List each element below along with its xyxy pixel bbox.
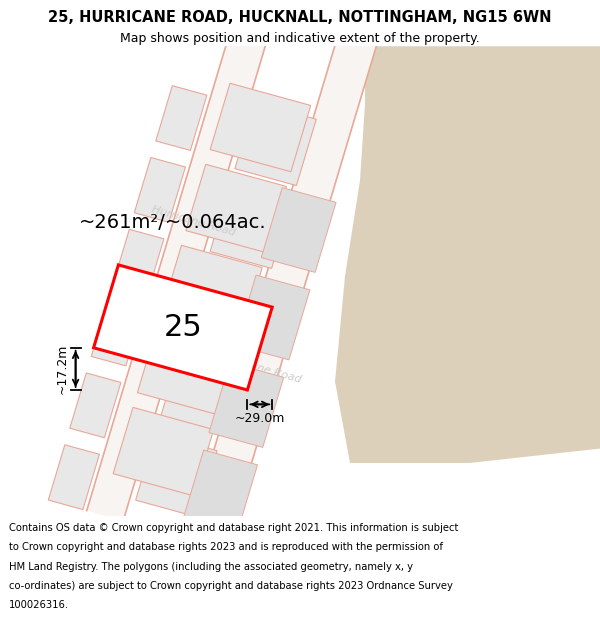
Text: ~17.2m: ~17.2m [56,344,68,394]
Polygon shape [210,185,292,268]
Text: 25: 25 [164,313,202,342]
Text: ~29.0m: ~29.0m [235,412,285,425]
Polygon shape [210,83,311,172]
Text: Map shows position and indicative extent of the property.: Map shows position and indicative extent… [120,32,480,46]
Polygon shape [134,158,185,222]
Text: Hurricane Road: Hurricane Road [216,351,302,385]
Polygon shape [70,373,121,438]
Text: 100026316.: 100026316. [9,600,69,610]
Polygon shape [183,450,257,535]
Polygon shape [48,445,100,509]
Polygon shape [186,164,286,252]
Polygon shape [136,434,217,517]
Polygon shape [209,362,284,448]
Polygon shape [196,0,410,521]
Polygon shape [156,86,207,151]
Polygon shape [160,351,242,434]
Polygon shape [87,0,299,521]
Text: to Crown copyright and database rights 2023 and is reproduced with the permissio: to Crown copyright and database rights 2… [9,542,443,552]
Polygon shape [235,275,310,360]
Text: HM Land Registry. The polygons (including the associated geometry, namely x, y: HM Land Registry. The polygons (includin… [9,561,413,571]
Polygon shape [91,301,142,366]
Polygon shape [94,265,272,390]
Text: co-ordinates) are subject to Crown copyright and database rights 2023 Ordnance S: co-ordinates) are subject to Crown copyr… [9,581,453,591]
Polygon shape [261,188,336,272]
Polygon shape [161,246,262,334]
Polygon shape [113,229,164,294]
Polygon shape [113,408,214,496]
Text: Hurricane Road: Hurricane Road [150,204,236,238]
Polygon shape [185,268,266,351]
Text: Contains OS data © Crown copyright and database right 2021. This information is : Contains OS data © Crown copyright and d… [9,523,458,533]
Polygon shape [137,326,238,415]
Polygon shape [335,46,600,463]
Polygon shape [235,102,316,186]
Text: ~261m²/~0.064ac.: ~261m²/~0.064ac. [79,213,267,232]
Text: 25, HURRICANE ROAD, HUCKNALL, NOTTINGHAM, NG15 6WN: 25, HURRICANE ROAD, HUCKNALL, NOTTINGHAM… [48,10,552,25]
